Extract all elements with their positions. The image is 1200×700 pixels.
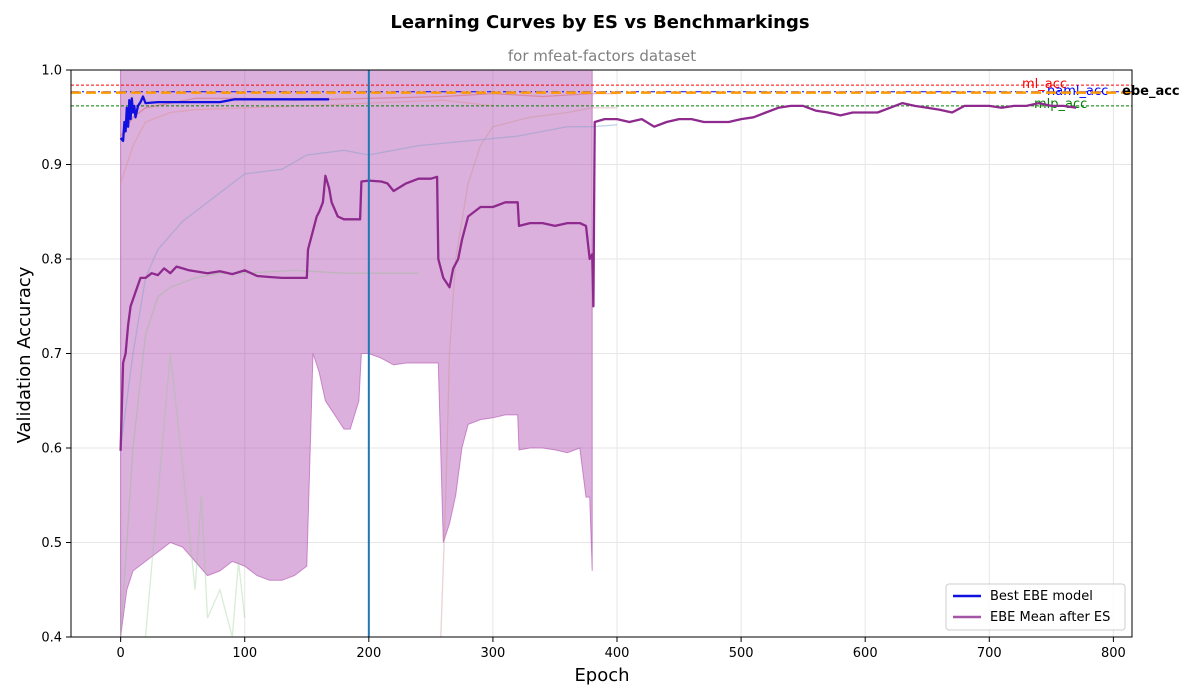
background-trace-2 [119,124,618,449]
chart-title: Learning Curves by ES vs Benchmarkings [390,12,809,33]
y-tick-label: 0.6 [41,442,62,457]
series-ebe-mean-line [119,101,1077,451]
series-lines [119,95,1077,451]
x-tick-label: 500 [729,646,754,661]
x-tick-label: 400 [605,646,630,661]
series-best-ebe-line [119,95,330,143]
x-axis-ticks: 0 100 200 300 400 500 600 700 800 [116,637,1126,661]
y-axis-ticks: 0.4 0.5 0.6 0.7 0.8 0.9 1.0 [41,64,71,646]
ml_acc-label: ml_acc [1022,77,1067,92]
legend-box [945,583,1126,631]
x-tick-label: 0 [116,646,124,661]
background-trace-3 [119,269,419,637]
x-tick-label: 600 [853,646,878,661]
y-tick-label: 0.8 [41,253,62,268]
background-traces [119,92,618,637]
x-tick-label: 800 [1101,646,1126,661]
background-trace-4 [144,353,246,637]
y-tick-label: 1.0 [41,64,62,79]
ebe_acc-label: ebe_acc [1122,84,1180,99]
x-tick-label: 300 [481,646,506,661]
x-tick-label: 700 [977,646,1002,661]
y-tick-label: 0.7 [41,347,62,362]
background-trace-5 [440,107,617,637]
y-tick-label: 0.4 [41,631,62,646]
y-axis-label: Validation Accuracy [14,266,35,443]
background-trace-1 [119,99,493,184]
x-tick-label: 200 [356,646,381,661]
y-tick-label: 0.5 [41,536,62,551]
x-tick-label: 100 [232,646,257,661]
legend-label-best-ebe: Best EBE model [990,589,1093,604]
y-tick-label: 0.9 [41,158,62,173]
legend-label-ebe-mean: EBE Mean after ES [990,610,1110,625]
chart-subtitle: for mfeat-factors dataset [508,47,696,65]
legend: Best EBE model EBE Mean after ES [945,583,1126,631]
x-axis-label: Epoch [574,665,629,686]
